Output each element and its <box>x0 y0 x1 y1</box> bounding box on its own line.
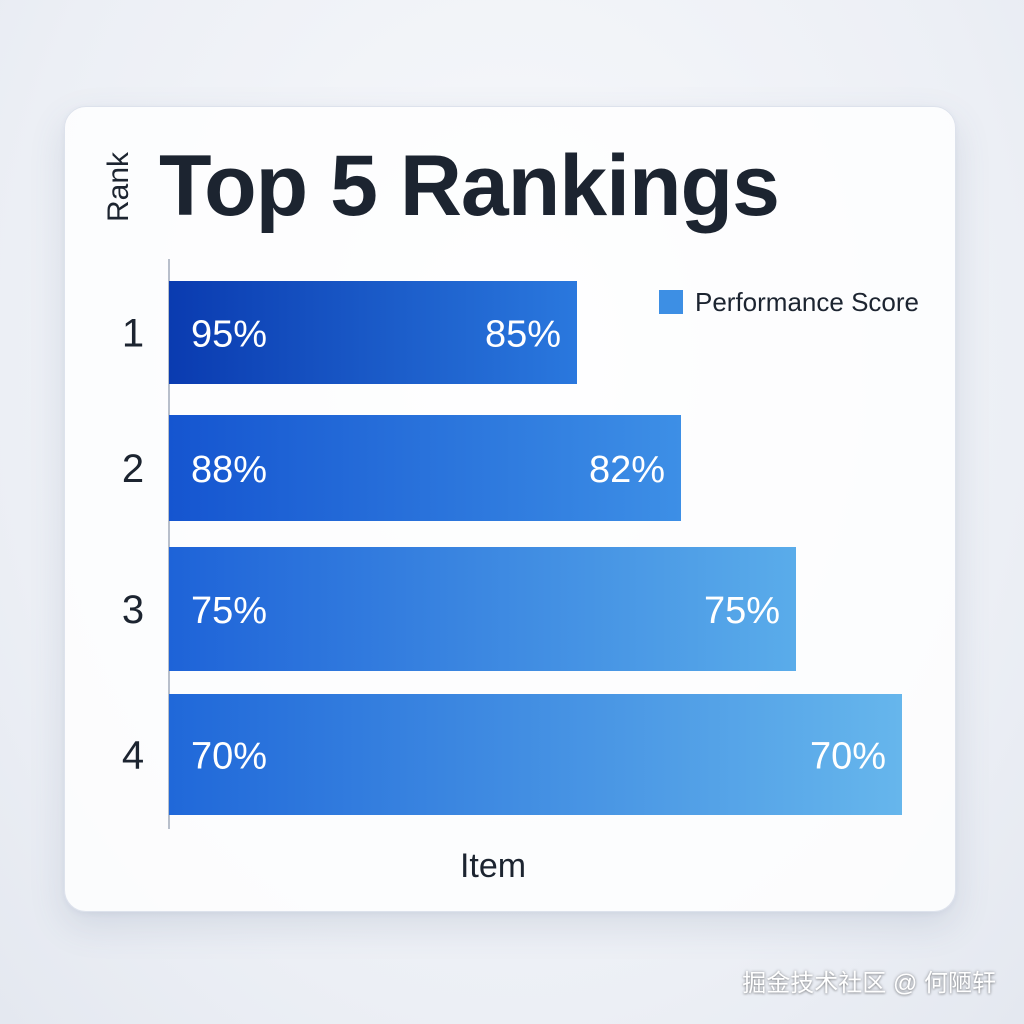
chart-title: Top 5 Rankings <box>159 138 779 234</box>
y-tick-label: 1 <box>122 312 144 356</box>
y-tick-label: 3 <box>122 588 144 632</box>
legend: Performance Score <box>659 287 919 317</box>
bar-rank-3 <box>169 547 796 671</box>
bar-start-label: 70% <box>191 736 267 778</box>
y-tick-label: 2 <box>122 447 144 491</box>
legend-swatch <box>659 290 683 314</box>
bar-chart: Top 5 Rankings Rank Item 1 95% 85% 2 88% 82% 3… <box>102 138 919 885</box>
y-tick-label: 4 <box>122 734 144 778</box>
bar-start-label: 88% <box>191 449 267 491</box>
bar-rank-1 <box>169 281 577 384</box>
bar-rank-2 <box>169 415 681 521</box>
bar-end-label: 85% <box>485 314 561 356</box>
legend-label: Performance Score <box>695 287 919 317</box>
bar-start-label: 95% <box>191 314 267 356</box>
bar-end-label: 82% <box>589 449 665 491</box>
y-axis-label: Rank <box>102 151 135 222</box>
bar-rank-4 <box>169 694 902 815</box>
bars-group: 1 95% 85% 2 88% 82% 3 75% 75% 4 70% 70% <box>122 281 902 815</box>
bar-end-label: 75% <box>704 590 780 632</box>
x-axis-label: Item <box>460 847 526 885</box>
bar-end-label: 70% <box>810 736 886 778</box>
chart-card: Top 5 Rankings Rank Item 1 95% 85% 2 88% 82% 3… <box>64 106 956 912</box>
bar-start-label: 75% <box>191 590 267 632</box>
watermark: 掘金技术社区 @ 何陋轩 <box>742 970 996 997</box>
